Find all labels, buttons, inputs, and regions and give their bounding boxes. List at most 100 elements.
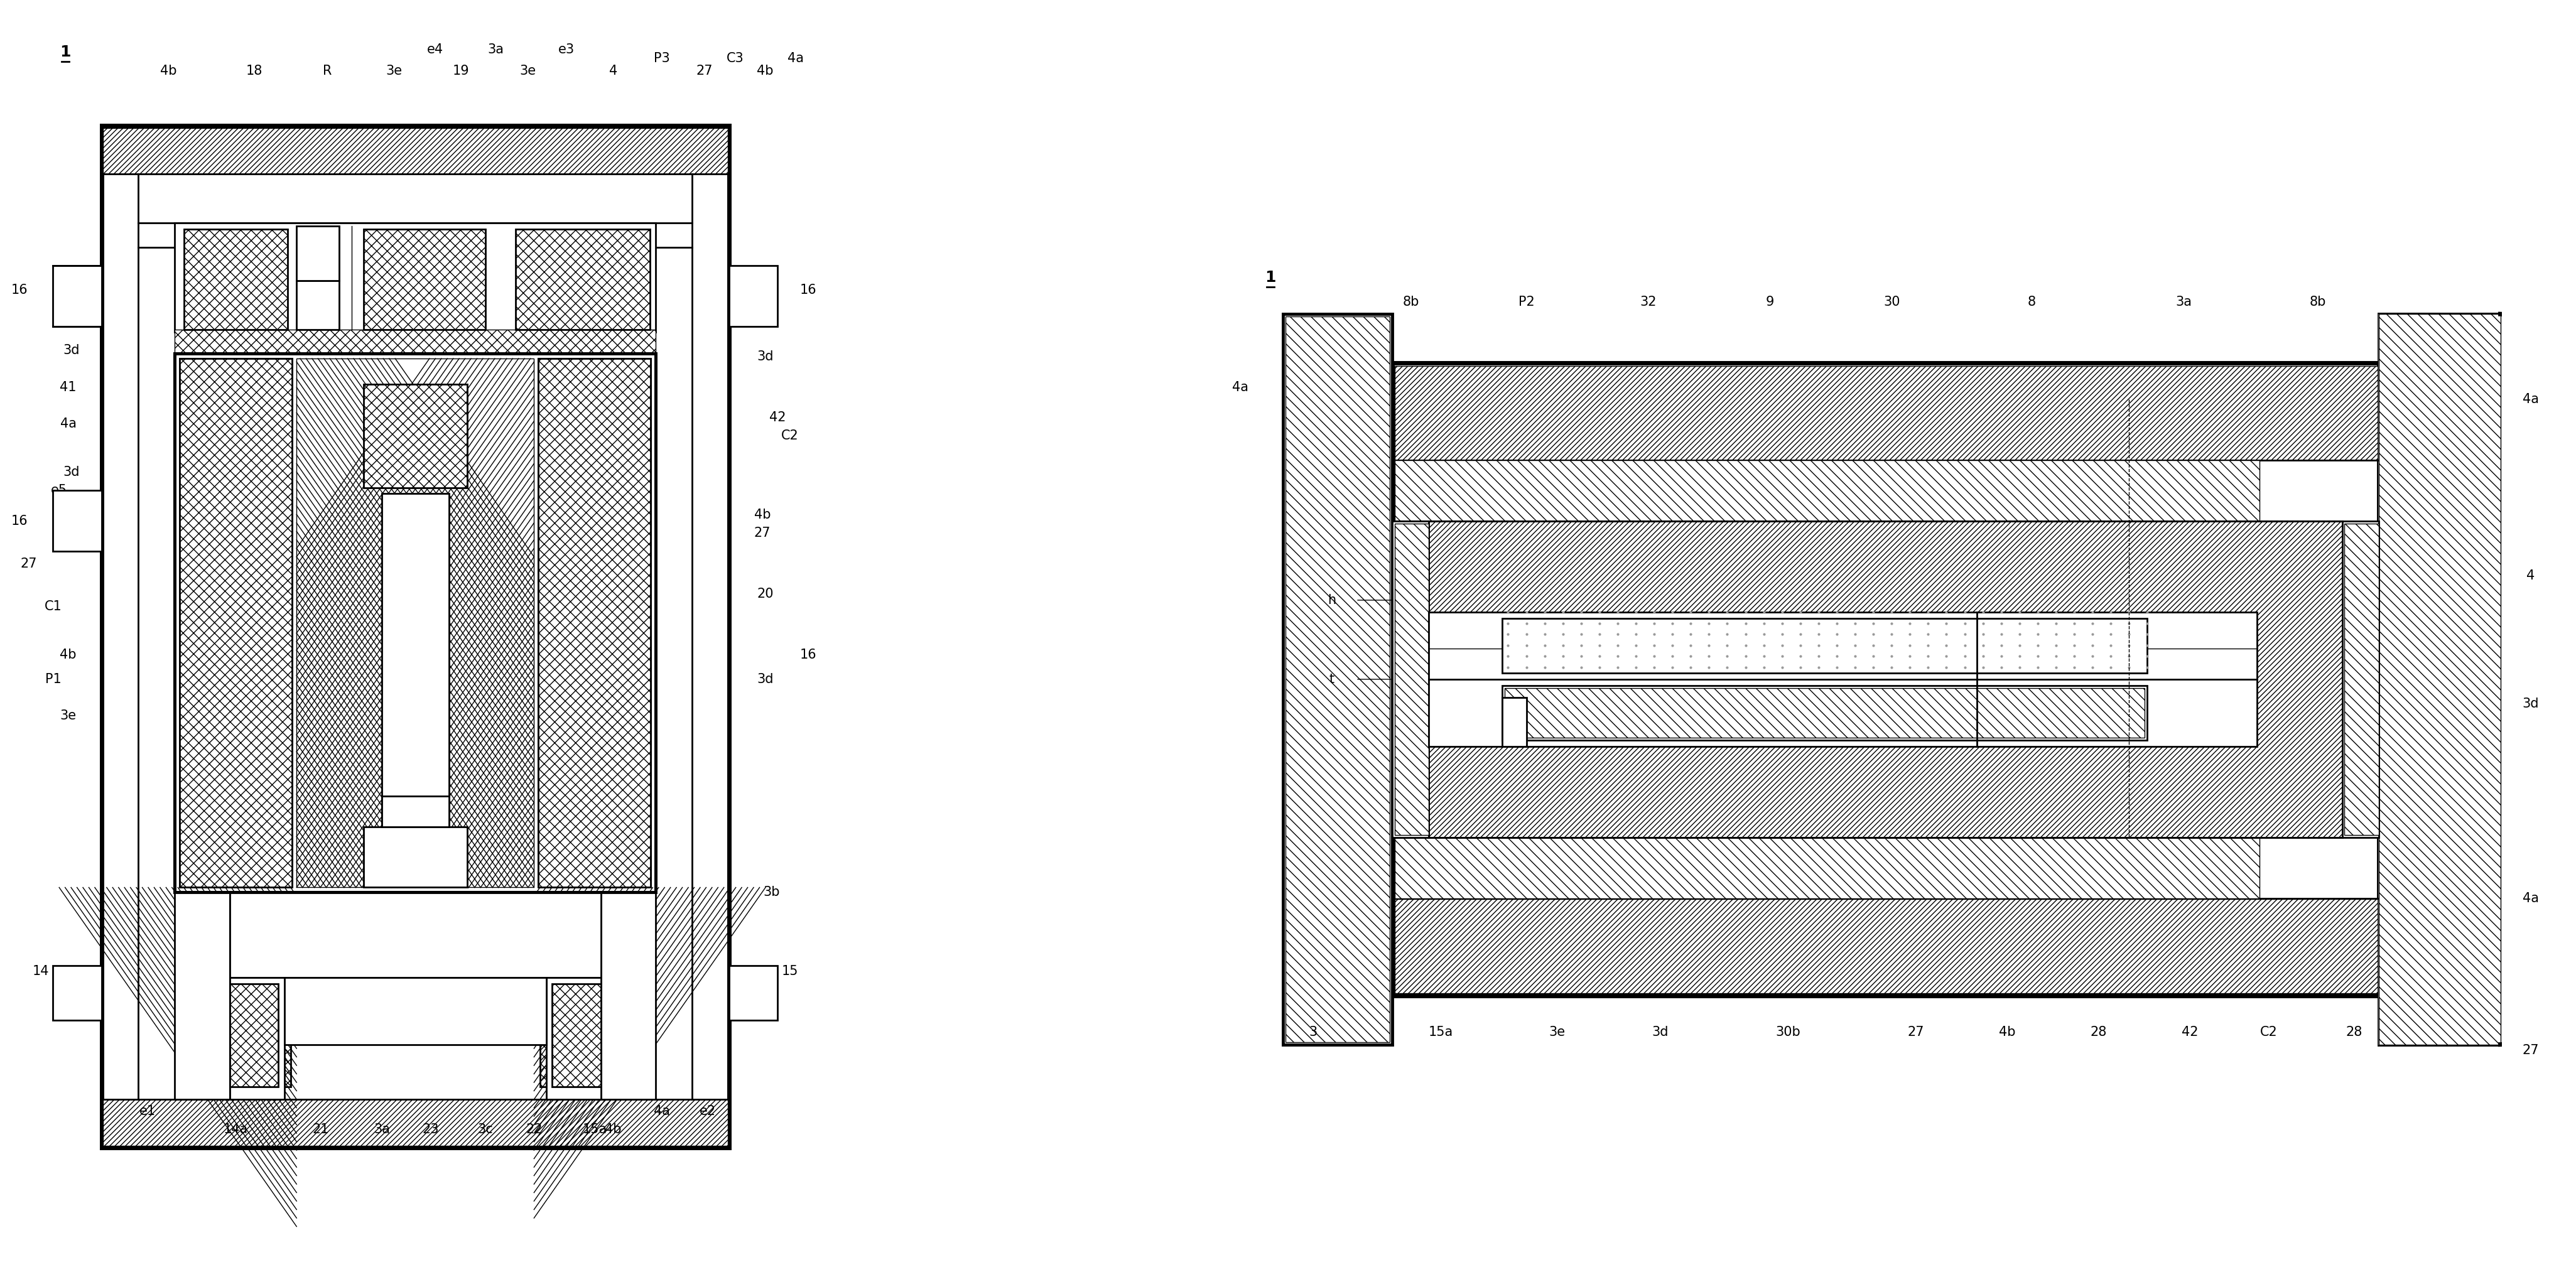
Text: 3c: 3c <box>477 1124 492 1137</box>
Text: 4a: 4a <box>654 1105 670 1117</box>
Text: 42: 42 <box>770 411 786 424</box>
Text: 30: 30 <box>1883 296 1901 308</box>
Text: P1: P1 <box>44 673 62 686</box>
Bar <box>2378 314 2501 1045</box>
Bar <box>175 893 229 1099</box>
Text: 3d: 3d <box>757 350 773 363</box>
Text: 27: 27 <box>2522 1045 2540 1057</box>
Text: 27: 27 <box>1909 1025 1924 1038</box>
Bar <box>1394 460 2259 521</box>
Bar <box>546 977 600 1099</box>
Text: 16: 16 <box>10 283 28 296</box>
Text: e2: e2 <box>698 1105 716 1117</box>
Text: 3: 3 <box>448 296 456 308</box>
Text: 22: 22 <box>526 1124 544 1137</box>
Text: 3e: 3e <box>1548 1025 1566 1038</box>
Text: C2: C2 <box>781 429 799 442</box>
Text: 4b: 4b <box>389 326 404 338</box>
Text: 42: 42 <box>2182 1025 2197 1038</box>
Bar <box>363 826 466 888</box>
Text: 41: 41 <box>59 381 77 393</box>
Text: 1: 1 <box>1265 269 1275 285</box>
Bar <box>1394 365 2378 460</box>
Text: 3a: 3a <box>374 1124 389 1137</box>
Text: 16: 16 <box>799 649 817 661</box>
Bar <box>1502 618 2148 673</box>
Text: 8b: 8b <box>1401 296 1419 308</box>
Text: 27: 27 <box>21 557 36 570</box>
Text: e5: e5 <box>52 484 67 497</box>
Text: 3d: 3d <box>62 466 80 479</box>
Bar <box>175 354 657 893</box>
Text: 4b: 4b <box>755 508 770 521</box>
Text: R: R <box>322 64 332 77</box>
Bar <box>296 226 340 281</box>
Text: 3d: 3d <box>2522 697 2540 710</box>
Text: 14a: 14a <box>224 1124 247 1137</box>
Bar <box>729 965 778 1020</box>
Text: 19: 19 <box>453 64 469 77</box>
Bar <box>2342 521 2378 838</box>
Bar <box>538 359 652 888</box>
Bar <box>538 359 652 888</box>
Text: 23: 23 <box>422 1124 438 1137</box>
Text: 4a: 4a <box>59 418 77 430</box>
Bar <box>2378 314 2501 1045</box>
Bar <box>175 329 657 354</box>
Text: 27: 27 <box>696 64 714 77</box>
Text: 4: 4 <box>2527 570 2535 582</box>
Text: 20: 20 <box>757 587 773 600</box>
Bar <box>515 229 649 329</box>
Text: 16: 16 <box>799 283 817 296</box>
Bar <box>381 494 448 862</box>
Text: 4a: 4a <box>2522 893 2540 904</box>
Text: C3: C3 <box>726 52 744 65</box>
Text: 3e: 3e <box>456 363 471 375</box>
Text: 8b: 8b <box>2311 296 2326 308</box>
Bar <box>180 972 291 1087</box>
Text: 30b: 30b <box>1775 1025 1801 1038</box>
Text: 15a: 15a <box>1430 1025 1453 1038</box>
Text: h: h <box>1327 594 1334 607</box>
Bar <box>1504 688 2146 738</box>
Text: 4b: 4b <box>1999 1025 2014 1038</box>
Text: 27: 27 <box>755 527 770 539</box>
Bar <box>180 359 291 888</box>
Bar <box>1394 521 1430 838</box>
Bar <box>54 965 103 1020</box>
Bar <box>541 972 649 1087</box>
Text: 14: 14 <box>33 965 49 978</box>
Text: 28: 28 <box>2347 1025 2362 1038</box>
Text: 3a: 3a <box>487 43 505 56</box>
Text: 9: 9 <box>1765 296 1775 308</box>
Bar <box>283 977 546 1045</box>
Text: 4: 4 <box>608 64 618 77</box>
Text: 3d: 3d <box>1651 1025 1669 1038</box>
Text: C1: C1 <box>44 600 62 613</box>
Text: 3: 3 <box>1309 1025 1316 1038</box>
Bar <box>175 222 657 332</box>
Text: C2: C2 <box>2259 1025 2277 1038</box>
Text: 28: 28 <box>2089 1025 2107 1038</box>
Text: 1: 1 <box>59 45 70 60</box>
Bar <box>183 229 289 329</box>
Text: 4b: 4b <box>59 649 77 661</box>
Text: 15a: 15a <box>582 1124 608 1137</box>
Text: 4a: 4a <box>2522 393 2540 406</box>
Bar <box>1394 524 1430 835</box>
Text: 18: 18 <box>245 64 263 77</box>
Bar <box>54 266 103 326</box>
Text: C3: C3 <box>2432 1025 2447 1038</box>
Text: 3e: 3e <box>59 710 77 722</box>
Text: P3: P3 <box>654 52 670 65</box>
Text: 4b: 4b <box>605 1124 621 1137</box>
Text: 4b: 4b <box>160 64 178 77</box>
Bar <box>1285 317 1391 1042</box>
Text: 21: 21 <box>312 1124 330 1137</box>
Bar <box>103 1099 726 1145</box>
Bar <box>1394 899 2378 994</box>
Text: 32: 32 <box>1641 296 1656 308</box>
Text: 4a: 4a <box>1231 381 1249 393</box>
Text: t: t <box>1329 673 1334 686</box>
Bar <box>363 384 466 488</box>
